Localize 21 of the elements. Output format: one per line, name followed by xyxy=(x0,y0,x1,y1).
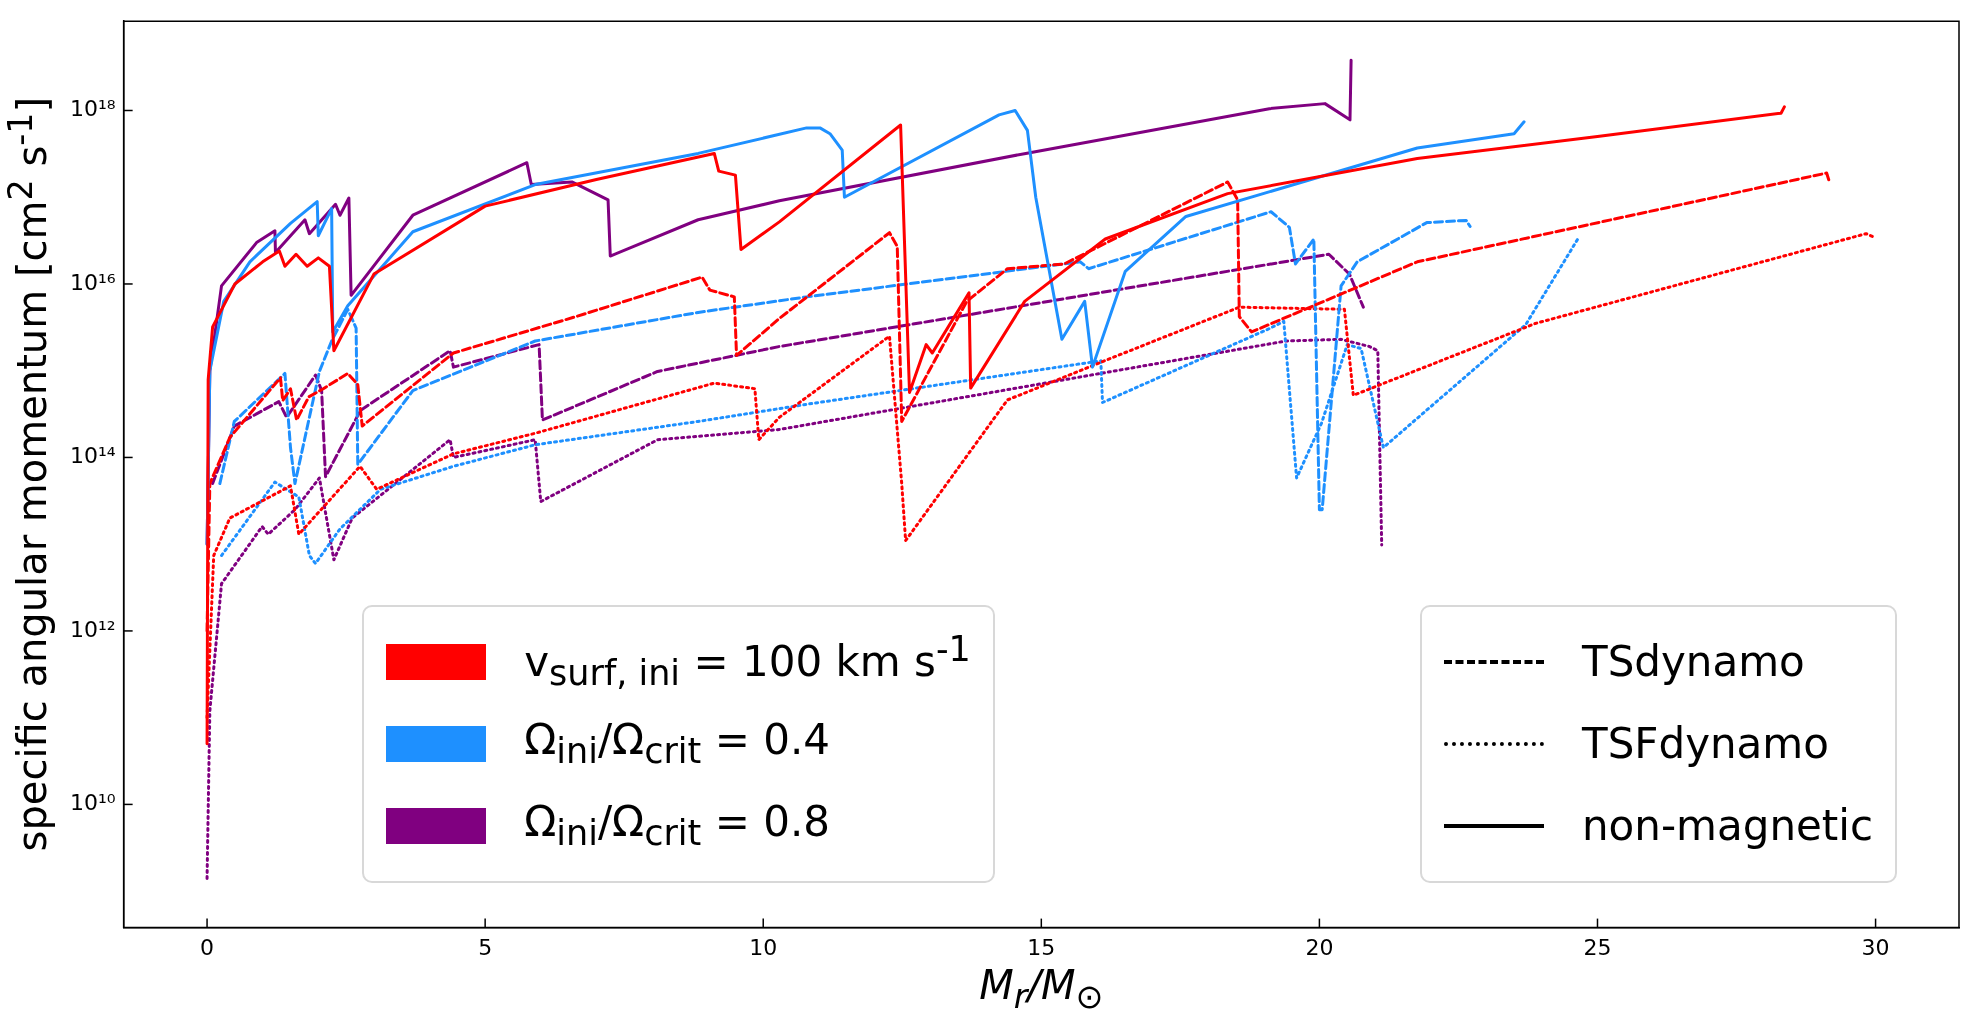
x-tick-label: 0 xyxy=(200,934,215,960)
x-tick-label: 15 xyxy=(1027,934,1056,960)
x-tick-label: 10 xyxy=(749,934,778,960)
y-tick-label: 10¹² xyxy=(69,616,116,642)
y-tick-label: 10¹⁸ xyxy=(69,96,116,122)
legend-label: v$_{surf, ini}$ = 100 km s$^{-1}$ xyxy=(524,629,971,694)
legend-label: TSdynamo xyxy=(1582,637,1805,687)
y-tick-label: 10¹⁶ xyxy=(69,269,116,295)
legend-label: non-magnetic xyxy=(1582,801,1874,851)
legend-label: Ω$_{ini}$/Ω$_{crit}$ = 0.8 xyxy=(524,797,830,854)
legend-label: TSFdynamo xyxy=(1582,719,1829,769)
y-tick-label: 10¹⁴ xyxy=(69,443,116,469)
legend-label: Ω$_{ini}$/Ω$_{crit}$ = 0.4 xyxy=(524,715,830,772)
x-tick-label: 25 xyxy=(1583,934,1612,960)
x-tick-label: 5 xyxy=(478,934,493,960)
line-series xyxy=(205,337,1384,880)
line-series xyxy=(211,252,1365,486)
x-axis-title: M$_{r}$/M$_{⊙}$ xyxy=(979,961,1104,1016)
y-tick-label: 10¹⁰ xyxy=(69,790,116,816)
x-tick-label: 20 xyxy=(1305,934,1334,960)
x-tick-label: 30 xyxy=(1861,934,1890,960)
